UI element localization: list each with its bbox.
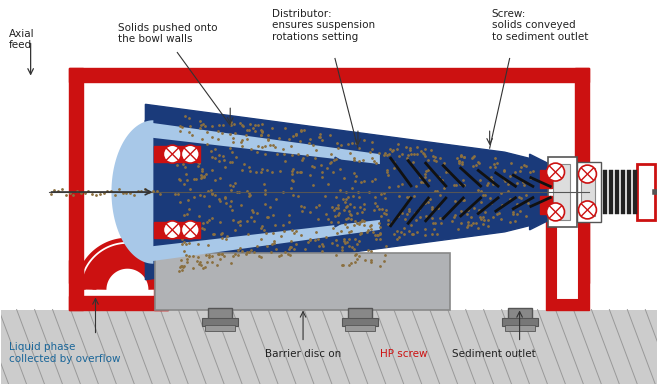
Bar [348, 308, 372, 321]
Bar [68, 69, 82, 283]
Circle shape [182, 221, 199, 239]
Circle shape [182, 145, 199, 163]
Bar [1, 310, 657, 384]
Bar [155, 253, 450, 310]
Bar [576, 69, 590, 283]
Bar [547, 157, 578, 227]
Circle shape [578, 165, 596, 183]
Bar [501, 318, 538, 326]
Bar [205, 325, 235, 330]
Polygon shape [147, 220, 380, 262]
Text: Screw:
solids conveyed
to sediment outlet: Screw: solids conveyed to sediment outle… [492, 9, 588, 42]
Bar [208, 308, 232, 321]
Polygon shape [530, 154, 549, 230]
Polygon shape [147, 122, 380, 164]
Text: Distributor:
ensures suspension
rotations setting: Distributor: ensures suspension rotation… [272, 9, 375, 42]
Polygon shape [145, 104, 545, 280]
Circle shape [578, 201, 596, 219]
Bar [68, 69, 590, 82]
Text: Sediment outlet: Sediment outlet [452, 350, 536, 360]
Bar [634, 170, 638, 214]
Bar [545, 195, 590, 310]
Bar [627, 170, 632, 214]
Bar [615, 170, 619, 214]
Polygon shape [111, 120, 153, 264]
Text: Barrier disc on: Barrier disc on [265, 350, 345, 360]
Bar [555, 205, 580, 300]
Text: Liquid phase
collected by overflow: Liquid phase collected by overflow [9, 342, 120, 364]
Bar [507, 308, 532, 321]
Bar [578, 162, 601, 222]
Circle shape [163, 221, 182, 239]
Bar [582, 168, 595, 216]
Bar [603, 170, 607, 214]
Bar [621, 170, 625, 214]
Bar [505, 325, 534, 330]
Bar [609, 170, 613, 214]
Bar [540, 170, 551, 188]
Bar [155, 260, 168, 310]
Bar [155, 146, 200, 162]
Bar [202, 318, 238, 326]
Bar [345, 325, 375, 330]
Circle shape [547, 203, 565, 221]
Bar [553, 164, 570, 220]
Text: Axial
feed: Axial feed [9, 28, 34, 50]
Bar [342, 318, 378, 326]
Text: Solids pushed onto
the bowl walls: Solids pushed onto the bowl walls [118, 23, 218, 44]
Circle shape [547, 163, 565, 181]
Circle shape [163, 145, 182, 163]
Text: HP screw: HP screw [380, 350, 428, 360]
Bar [540, 196, 551, 214]
Bar [638, 164, 655, 220]
Bar [68, 296, 168, 310]
Bar [155, 222, 200, 238]
Polygon shape [335, 157, 370, 227]
Bar [68, 260, 82, 310]
